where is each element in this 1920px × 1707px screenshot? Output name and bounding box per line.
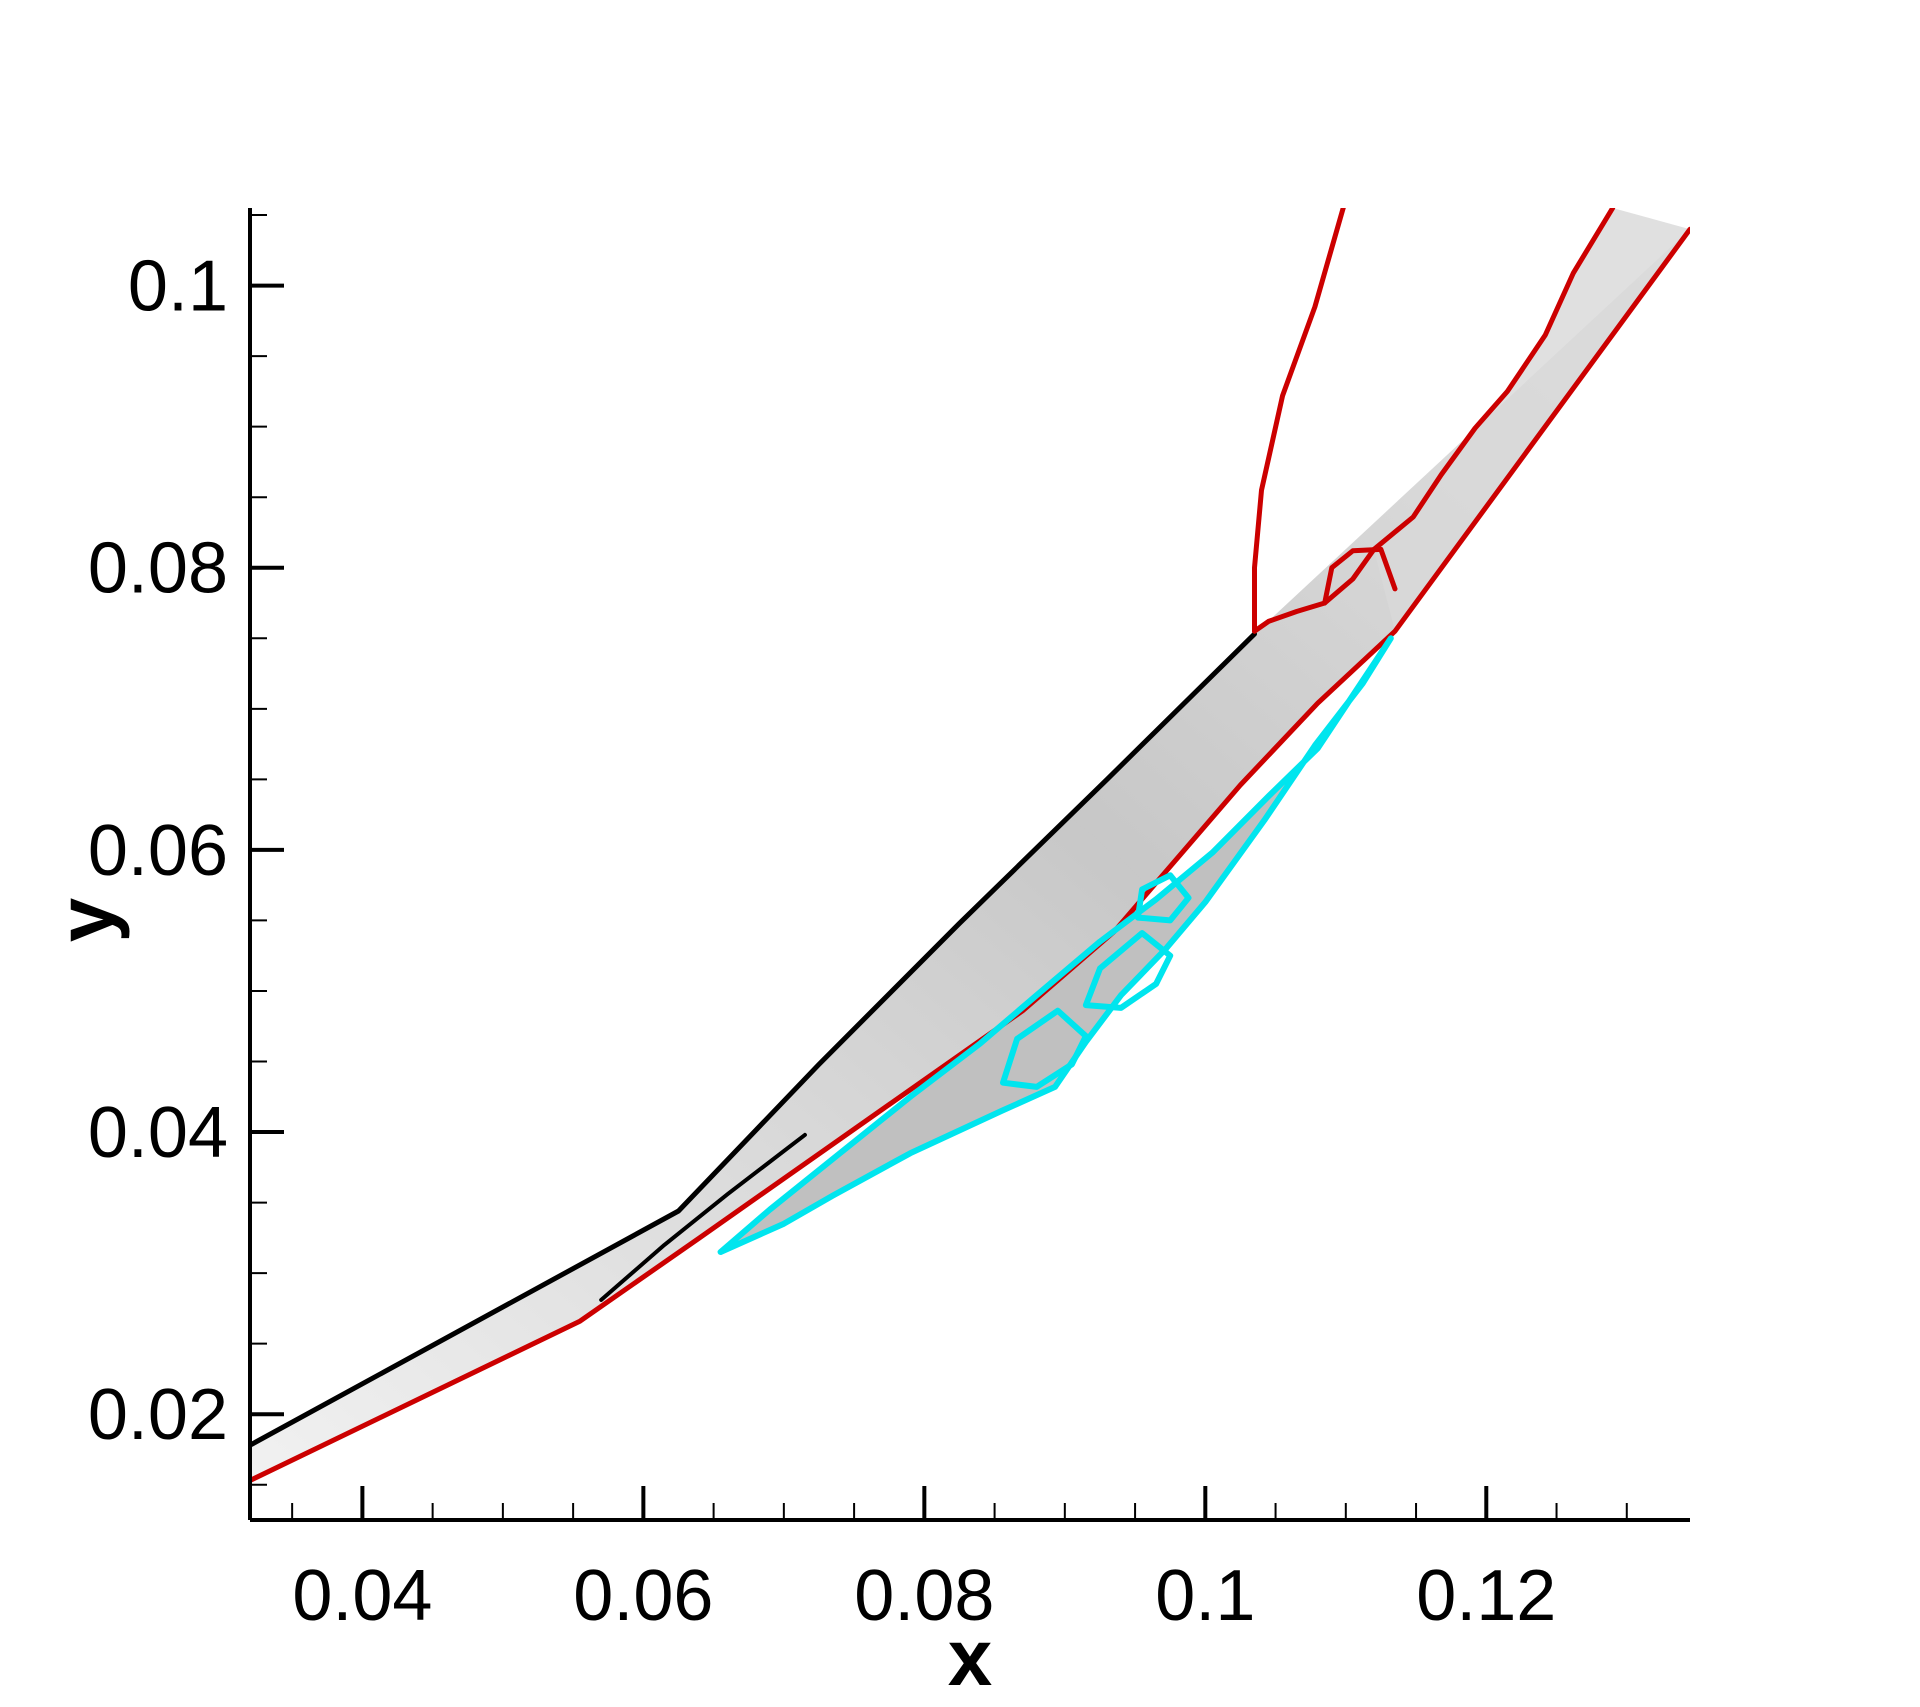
x-tick-label: 0.12 <box>1416 1556 1556 1636</box>
shaded-jet-region <box>1373 208 1690 632</box>
series-transmitted-shock <box>599 1132 807 1302</box>
series-cyan-vortex-3 <box>1134 872 1192 924</box>
x-tick-label: 0.06 <box>573 1556 713 1636</box>
series-red-lower-branch <box>1252 546 1377 634</box>
y-tick-label: 0.06 <box>88 811 228 891</box>
series-cyan-vortex-1 <box>1000 1007 1089 1090</box>
axes <box>248 208 1690 1522</box>
y-tick-label: 0.04 <box>88 1093 228 1173</box>
y-tick-label: 0.02 <box>88 1375 228 1455</box>
series-red-upper-branch <box>1371 208 1616 552</box>
series-red-inner-branch <box>1322 546 1398 606</box>
series-cyan-vortex-2 <box>1082 930 1174 1011</box>
series-cyan-separation-outer <box>717 635 1394 1255</box>
contour-lines <box>250 208 1690 1483</box>
x-tick-label: 0.04 <box>292 1556 432 1636</box>
x-tick-label: 0.1 <box>1155 1556 1255 1636</box>
x-axis-title: x <box>948 1613 993 1702</box>
x-tick-label: 0.08 <box>854 1556 994 1636</box>
tick-labels: 0.04 0.06 0.08 0.1 0.12 0.02 0.04 0.06 0.08 0.1 <box>88 247 1557 1636</box>
series-red-left-branch <box>1252 208 1346 634</box>
y-tick-label: 0.08 <box>88 529 228 609</box>
shaded-field <box>250 208 1690 1481</box>
series-shock <box>250 631 1257 1448</box>
y-tick-label: 0.1 <box>128 247 228 327</box>
y-axis-title: y <box>41 897 130 942</box>
